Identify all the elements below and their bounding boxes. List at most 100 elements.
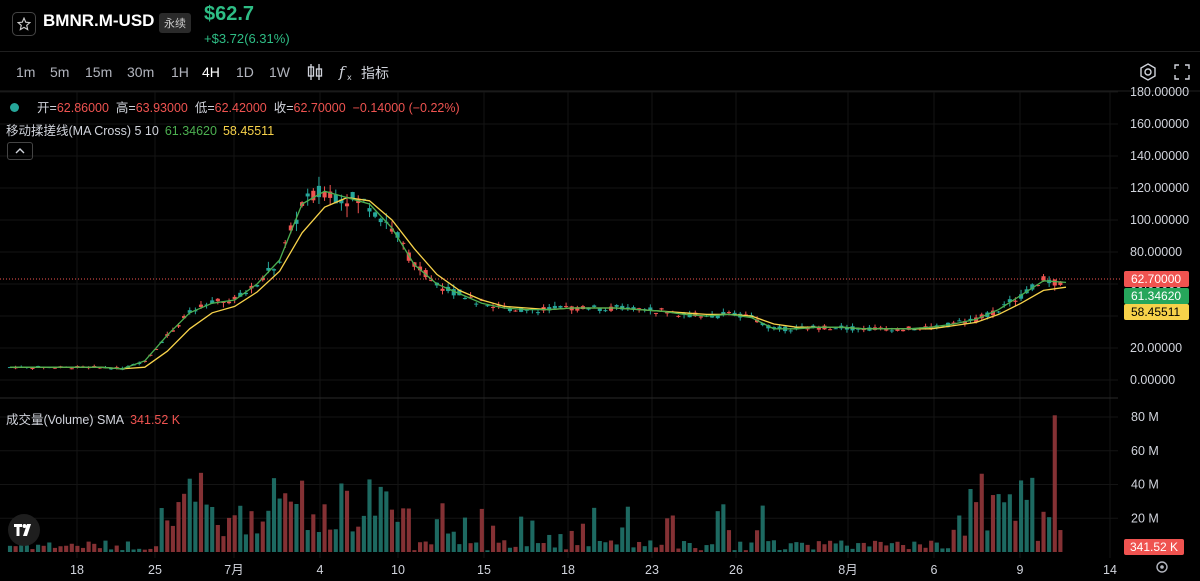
volume-bar xyxy=(653,547,659,552)
volume-bar xyxy=(648,540,653,552)
candle-body xyxy=(468,296,473,298)
ohlc-legend: 开=62.86000 高=63.93000 低=62.42000 收=62.70… xyxy=(10,97,460,116)
timeframe-5m[interactable]: 5m xyxy=(50,64,70,80)
fullscreen-icon[interactable] xyxy=(1172,62,1192,82)
volume-bar xyxy=(985,530,990,552)
volume-bar xyxy=(491,525,496,552)
favorite-button[interactable] xyxy=(12,12,36,36)
candle-body xyxy=(592,305,597,307)
timeframe-1h[interactable]: 1H xyxy=(171,64,189,80)
volume-bar xyxy=(165,520,170,552)
volume-legend: 成交量(Volume) SMA 341.52 K xyxy=(6,409,180,428)
volume-bar xyxy=(64,545,69,552)
volume-tick-label: 80 M xyxy=(1131,410,1159,424)
volume-bar xyxy=(131,549,136,552)
collapse-legend-button[interactable] xyxy=(7,142,33,160)
candle-body xyxy=(457,289,462,296)
candle-body xyxy=(895,328,900,331)
timeframe-15m[interactable]: 15m xyxy=(85,64,113,80)
candle-body xyxy=(547,307,552,311)
indicators-button[interactable]: 指标 xyxy=(361,65,389,81)
candle-body xyxy=(507,308,512,312)
star-icon xyxy=(17,17,31,31)
candle-body xyxy=(311,190,316,201)
volume-bar xyxy=(412,550,417,552)
candle-body xyxy=(277,261,282,263)
candle-body xyxy=(316,185,321,198)
volume-bar xyxy=(844,545,849,552)
volume-bar xyxy=(850,548,855,552)
candle-body xyxy=(417,266,423,271)
candle-body xyxy=(771,327,776,329)
symbol-name[interactable]: BMNR.M-USD xyxy=(43,11,155,30)
price-change: +$3.72(6.31%) xyxy=(204,31,290,46)
volume-bar xyxy=(266,510,271,552)
ma-slow-line xyxy=(10,196,1067,370)
volume-bar xyxy=(221,536,226,552)
volume-bar xyxy=(446,533,451,552)
volume-bar xyxy=(535,543,541,552)
open-value: 62.86000 xyxy=(56,101,109,115)
timeframe-1w[interactable]: 1W xyxy=(269,64,290,80)
volume-bar xyxy=(665,518,670,552)
volume-bar xyxy=(7,545,13,552)
tradingview-logo[interactable] xyxy=(8,514,40,546)
low-value: 62.42000 xyxy=(214,101,267,115)
volume-bar xyxy=(260,521,265,552)
candle-body xyxy=(170,330,175,332)
volume-bar xyxy=(114,545,119,552)
high-value: 63.93000 xyxy=(135,101,188,115)
volume-bar xyxy=(979,473,984,552)
candle-body xyxy=(52,367,57,369)
price-tick-label: 140.00000 xyxy=(1130,149,1189,163)
volume-bar xyxy=(13,546,18,552)
candle-body xyxy=(552,305,557,309)
time-tick-label: 18 xyxy=(70,563,84,577)
timeframe-30m[interactable]: 30m xyxy=(127,64,155,80)
volume-bar xyxy=(86,541,91,552)
candle-body xyxy=(339,199,344,204)
time-tick-label: 9 xyxy=(1017,563,1024,577)
volume-bar xyxy=(24,545,29,552)
volume-bar xyxy=(496,542,501,552)
timeframe-1d[interactable]: 1D xyxy=(236,64,254,80)
volume-bar xyxy=(468,543,473,552)
volume-bar xyxy=(811,549,816,552)
volume-bar xyxy=(592,507,597,552)
settings-hexagon-icon[interactable] xyxy=(1138,62,1158,82)
volume-bar xyxy=(47,542,52,552)
volume-bar xyxy=(1002,502,1007,552)
volume-value: 341.52 K xyxy=(130,413,181,427)
last-price: $62.7 xyxy=(204,3,255,25)
function-icon[interactable]: f x xyxy=(338,62,356,82)
time-axis-settings-icon[interactable] xyxy=(1156,561,1168,573)
price-tick-label: 20.00000 xyxy=(1130,341,1182,355)
volume-bar xyxy=(277,498,282,552)
candle-body xyxy=(373,212,378,217)
price-tick-label: 160.00000 xyxy=(1130,117,1189,131)
legend-status-dot xyxy=(10,103,19,112)
volume-bar xyxy=(80,547,86,552)
volume-bar xyxy=(69,543,74,552)
time-tick-label: 25 xyxy=(148,563,162,577)
volume-bar xyxy=(608,540,614,552)
volume-bar xyxy=(917,544,923,552)
candle-body xyxy=(884,328,889,331)
ma-label: 移动揉搓线(MA Cross) 5 10 xyxy=(6,124,159,138)
volume-bar xyxy=(996,494,1001,552)
time-tick-label: 15 xyxy=(477,563,491,577)
volume-label: 成交量(Volume) SMA xyxy=(6,413,125,427)
candle-body xyxy=(215,298,220,302)
volume-last-tag xyxy=(1124,539,1184,555)
timeframe-1m[interactable]: 1m xyxy=(16,64,36,80)
low-label: 低= xyxy=(194,101,215,115)
candle-body xyxy=(305,193,310,197)
timeframe-4h[interactable]: 4H xyxy=(202,64,220,80)
candle-type-icon[interactable] xyxy=(306,62,324,82)
candle-body xyxy=(288,225,293,231)
volume-bar xyxy=(344,490,350,552)
chart-toolbar: 1m 5m 15m 30m 1H 4H 1D 1W f x 指标 xyxy=(0,53,1200,91)
volume-bar xyxy=(395,521,400,552)
candle-body xyxy=(676,315,681,317)
